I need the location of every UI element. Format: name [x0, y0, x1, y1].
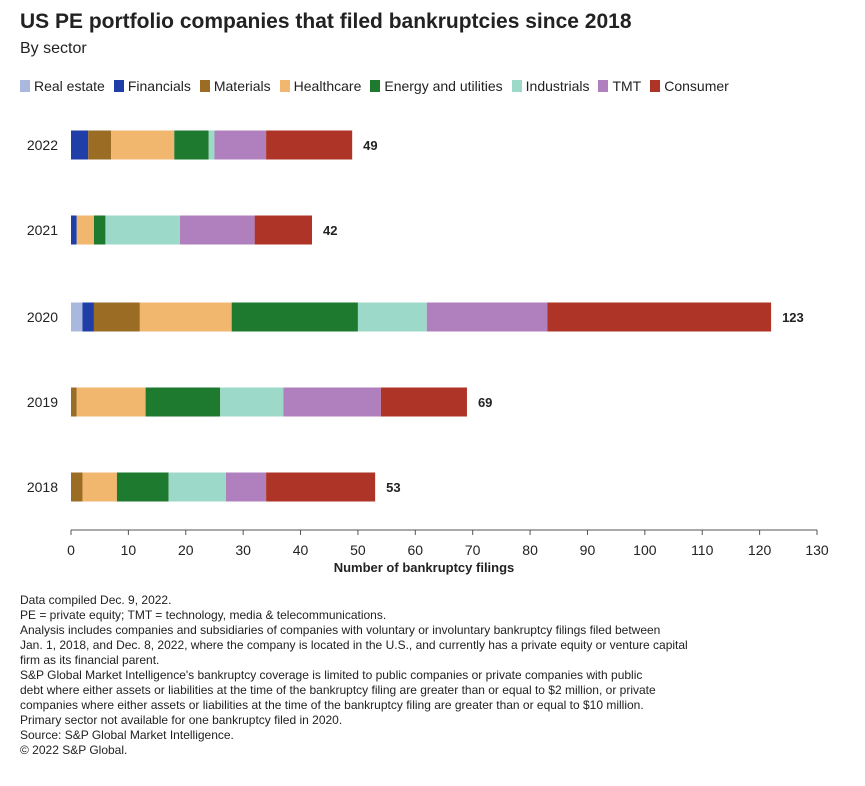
total-label: 69: [478, 395, 492, 410]
legend-label: Financials: [127, 78, 191, 94]
legend-label: Consumer: [664, 78, 729, 94]
legend-swatch: [199, 80, 210, 92]
x-tick-label: 80: [522, 542, 538, 558]
chart-notes: Data compiled Dec. 9, 2022. PE = private …: [20, 593, 850, 758]
note-line: firm as its financial parent.: [20, 653, 160, 667]
legend-item: Energy and utilities: [370, 78, 503, 94]
bar-segment: [71, 215, 77, 245]
legend-item: Real estate: [20, 78, 105, 94]
y-tick-label: 2022: [27, 137, 58, 153]
bar-segment: [254, 215, 313, 245]
bar-segment: [380, 387, 467, 417]
bar-segment: [93, 215, 106, 245]
bar-segment: [88, 130, 112, 160]
x-tick-label: 30: [235, 542, 251, 558]
bar-segment: [139, 302, 232, 332]
bar-segment: [168, 472, 226, 502]
bar-segment: [180, 215, 255, 245]
legend-label: Materials: [213, 78, 271, 94]
note-line: PE = private equity; TMT = technology, m…: [20, 608, 387, 622]
legend-item: Healthcare: [279, 78, 362, 94]
bar-segment: [111, 130, 175, 160]
bar-segment: [145, 387, 221, 417]
bar-segment: [82, 302, 94, 332]
legend-item: Consumer: [650, 78, 729, 94]
legend-swatch: [20, 80, 30, 92]
bar-segment: [71, 387, 77, 417]
legend-label: Real estate: [34, 78, 105, 94]
bar-segment: [116, 472, 169, 502]
bar-segment: [426, 302, 548, 332]
chart-subtitle: By sector: [20, 40, 87, 57]
legend-swatch: [113, 80, 124, 92]
chart-title: US PE portfolio companies that filed ban…: [20, 10, 632, 33]
legend-item: Industrials: [511, 78, 590, 94]
x-tick-label: 120: [748, 542, 772, 558]
bar-chart: 2022 49 2021 42 2020 123 2019 69 2018 53 0 10 20 30 40…: [27, 130, 829, 575]
note-line: Data compiled Dec. 9, 2022.: [20, 593, 172, 607]
bar-segment: [76, 215, 94, 245]
total-label: 42: [323, 223, 337, 238]
bar-segment: [225, 472, 267, 502]
bar-segment: [71, 130, 89, 160]
bar-segment: [283, 387, 381, 417]
legend-label: Healthcare: [293, 78, 362, 94]
x-tick-label: 100: [633, 542, 657, 558]
bar-segment: [105, 215, 181, 245]
legend-item: Financials: [113, 78, 191, 94]
y-tick-label: 2019: [27, 394, 58, 410]
bar-segment: [357, 302, 427, 332]
note-line: © 2022 S&P Global.: [20, 743, 128, 757]
legend: Real estate Financials Materials Healthcare…: [20, 78, 850, 94]
y-tick-label: 2020: [27, 309, 58, 325]
bar-segment: [208, 130, 215, 160]
x-tick-label: 50: [350, 542, 366, 558]
y-tick-label: 2021: [27, 222, 58, 238]
legend-swatch: [650, 80, 661, 92]
legend-swatch: [511, 80, 522, 92]
bar-segment: [82, 472, 117, 502]
note-line: Analysis includes companies and subsidia…: [20, 623, 661, 637]
bar-segment: [266, 130, 353, 160]
note-line: Jan. 1, 2018, and Dec. 8, 2022, where th…: [20, 638, 688, 652]
legend-item: Materials: [199, 78, 271, 94]
y-tick-label: 2018: [27, 479, 58, 495]
bar-segment: [220, 387, 284, 417]
x-tick-label: 40: [293, 542, 309, 558]
bar-segment: [231, 302, 358, 332]
note-line: companies where either assets or liabili…: [20, 698, 644, 712]
total-label: 123: [782, 310, 804, 325]
x-tick-label: 20: [178, 542, 194, 558]
bar-segment: [214, 130, 267, 160]
x-tick-label: 110: [691, 542, 714, 558]
note-line: Source: S&P Global Market Intelligence.: [20, 728, 234, 742]
bar-segment: [174, 130, 209, 160]
x-axis-title: Number of bankruptcy filings: [334, 560, 515, 575]
note-line: S&P Global Market Intelligence's bankrup…: [20, 668, 643, 682]
bar-segment: [71, 302, 83, 332]
bar-segment: [93, 302, 140, 332]
x-tick-label: 60: [408, 542, 424, 558]
x-tick-label: 70: [465, 542, 481, 558]
x-tick-label: 10: [121, 542, 137, 558]
legend-swatch: [370, 80, 381, 92]
legend-item: TMT: [598, 78, 641, 94]
total-label: 49: [363, 138, 377, 153]
legend-label: Industrials: [525, 78, 590, 94]
bar-segment: [547, 302, 772, 332]
bar-segment: [71, 472, 83, 502]
x-tick-label: 0: [67, 542, 75, 558]
bar-segment: [76, 387, 146, 417]
total-label: 53: [386, 480, 400, 495]
x-tick-label: 90: [580, 542, 596, 558]
x-tick-label: 130: [805, 542, 829, 558]
legend-label: Energy and utilities: [384, 78, 503, 94]
legend-swatch: [279, 80, 290, 92]
note-line: debt where either assets or liabilities …: [20, 683, 656, 697]
legend-label: TMT: [612, 78, 642, 94]
legend-swatch: [598, 80, 609, 92]
note-line: Primary sector not available for one ban…: [20, 713, 343, 727]
bar-segment: [266, 472, 376, 502]
